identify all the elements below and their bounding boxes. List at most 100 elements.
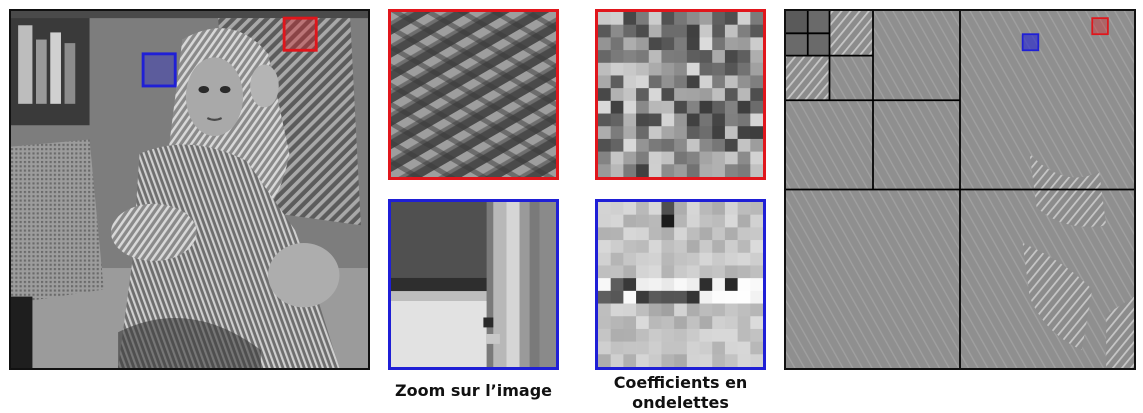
coefficient-cell (623, 265, 637, 279)
coefficient-cell (750, 138, 763, 152)
coefficient-cell (750, 290, 763, 304)
coefficient-cell (610, 151, 624, 165)
coefficient-cell (750, 202, 763, 216)
coefficient-cell (750, 328, 763, 342)
coefficient-cell (636, 164, 650, 177)
coefficient-cell (686, 278, 700, 292)
coefficient-cell (686, 138, 700, 152)
coefficient-cell (737, 214, 751, 228)
coefficient-cell (623, 341, 637, 355)
coefficient-cell (674, 75, 688, 89)
coefficient-cell (636, 278, 650, 292)
coefficient-cell (750, 75, 763, 89)
coefficient-cell (610, 341, 624, 355)
coefficient-cell (648, 265, 662, 279)
coefficient-cell (686, 341, 700, 355)
coefficient-cell (648, 151, 662, 165)
coefficient-cell (699, 50, 713, 64)
coefficient-cell (699, 240, 713, 254)
coefficient-cell (623, 164, 637, 177)
coefficient-cell (623, 202, 637, 216)
coefficient-cell (648, 164, 662, 177)
coefficient-cell (686, 202, 700, 216)
coefficient-cell (623, 354, 637, 367)
coefficient-cell (737, 252, 751, 266)
coefficient-cell (750, 113, 763, 127)
coefficient-cell (661, 227, 675, 241)
coefficient-cell (674, 100, 688, 114)
coefficient-cell (636, 50, 650, 64)
coefficient-cell (750, 227, 763, 241)
coefficient-cell (648, 113, 662, 127)
coefficient-cell (750, 12, 763, 26)
coefficient-cell (661, 240, 675, 254)
coefficient-cell (610, 126, 624, 140)
coefficient-cell (674, 88, 688, 102)
coefficient-cell (724, 75, 738, 89)
coefficient-cell (610, 62, 624, 76)
coefficient-cell (699, 278, 713, 292)
coefficient-cell (737, 24, 751, 38)
coefficient-cell (598, 62, 612, 76)
coefficient-cell (623, 214, 637, 228)
coefficient-cell (724, 138, 738, 152)
coefficient-cell (661, 37, 675, 51)
coefficient-cell (623, 151, 637, 165)
coefficient-cell (737, 75, 751, 89)
coefficient-cell (623, 88, 637, 102)
coefficient-cell (712, 227, 726, 241)
coefficient-cell (712, 341, 726, 355)
coefficient-cell (623, 37, 637, 51)
coefficient-cell (699, 290, 713, 304)
coefficient-cell (699, 227, 713, 241)
coefficient-cell (661, 138, 675, 152)
coefficient-cell (598, 240, 612, 254)
coefficient-cell (724, 24, 738, 38)
coefficients-caption: Coefficients en ondelettes (574, 373, 787, 413)
coefficient-cell (598, 24, 612, 38)
coefficient-cell (598, 303, 612, 317)
coefficient-cell (686, 227, 700, 241)
coefficient-cell (674, 126, 688, 140)
coefficient-cell (699, 113, 713, 127)
coefficient-cell (636, 328, 650, 342)
coefficient-cell (737, 138, 751, 152)
coefficient-cell (610, 214, 624, 228)
coefficient-cell (623, 240, 637, 254)
coefficient-cell (674, 316, 688, 330)
coefficient-cell (648, 62, 662, 76)
coefficient-cell (610, 328, 624, 342)
coefficient-cell (623, 227, 637, 241)
coefficient-cell (598, 328, 612, 342)
coefficient-cell (598, 100, 612, 114)
coefficient-cell (699, 164, 713, 177)
coefficient-cell (737, 164, 751, 177)
coefficient-cell (750, 240, 763, 254)
coefficient-cell (598, 50, 612, 64)
coefficient-cell (648, 88, 662, 102)
coefficient-cell (610, 37, 624, 51)
coefficient-cell (686, 265, 700, 279)
coefficient-cell (636, 12, 650, 26)
coefficient-cell (648, 50, 662, 64)
coefficient-cell (686, 126, 700, 140)
coefficient-cell (737, 62, 751, 76)
coefficient-cell (674, 354, 688, 367)
coefficient-cell (712, 151, 726, 165)
coefficient-cell (636, 214, 650, 228)
coefficient-cell (699, 354, 713, 367)
coefficient-cell (610, 227, 624, 241)
zoom-red-patch (388, 9, 559, 180)
coefficient-cell (674, 138, 688, 152)
coefficient-cell (699, 62, 713, 76)
coefficient-cell (737, 303, 751, 317)
coefficient-cell (686, 37, 700, 51)
coefficient-cell (636, 252, 650, 266)
coefficient-cell (737, 100, 751, 114)
coefficient-cell (724, 214, 738, 228)
coefficient-cell (750, 214, 763, 228)
coefficient-cell (610, 303, 624, 317)
wavelet-decomposition (784, 9, 1136, 370)
coefficient-cell (598, 278, 612, 292)
coefficient-cell (598, 138, 612, 152)
